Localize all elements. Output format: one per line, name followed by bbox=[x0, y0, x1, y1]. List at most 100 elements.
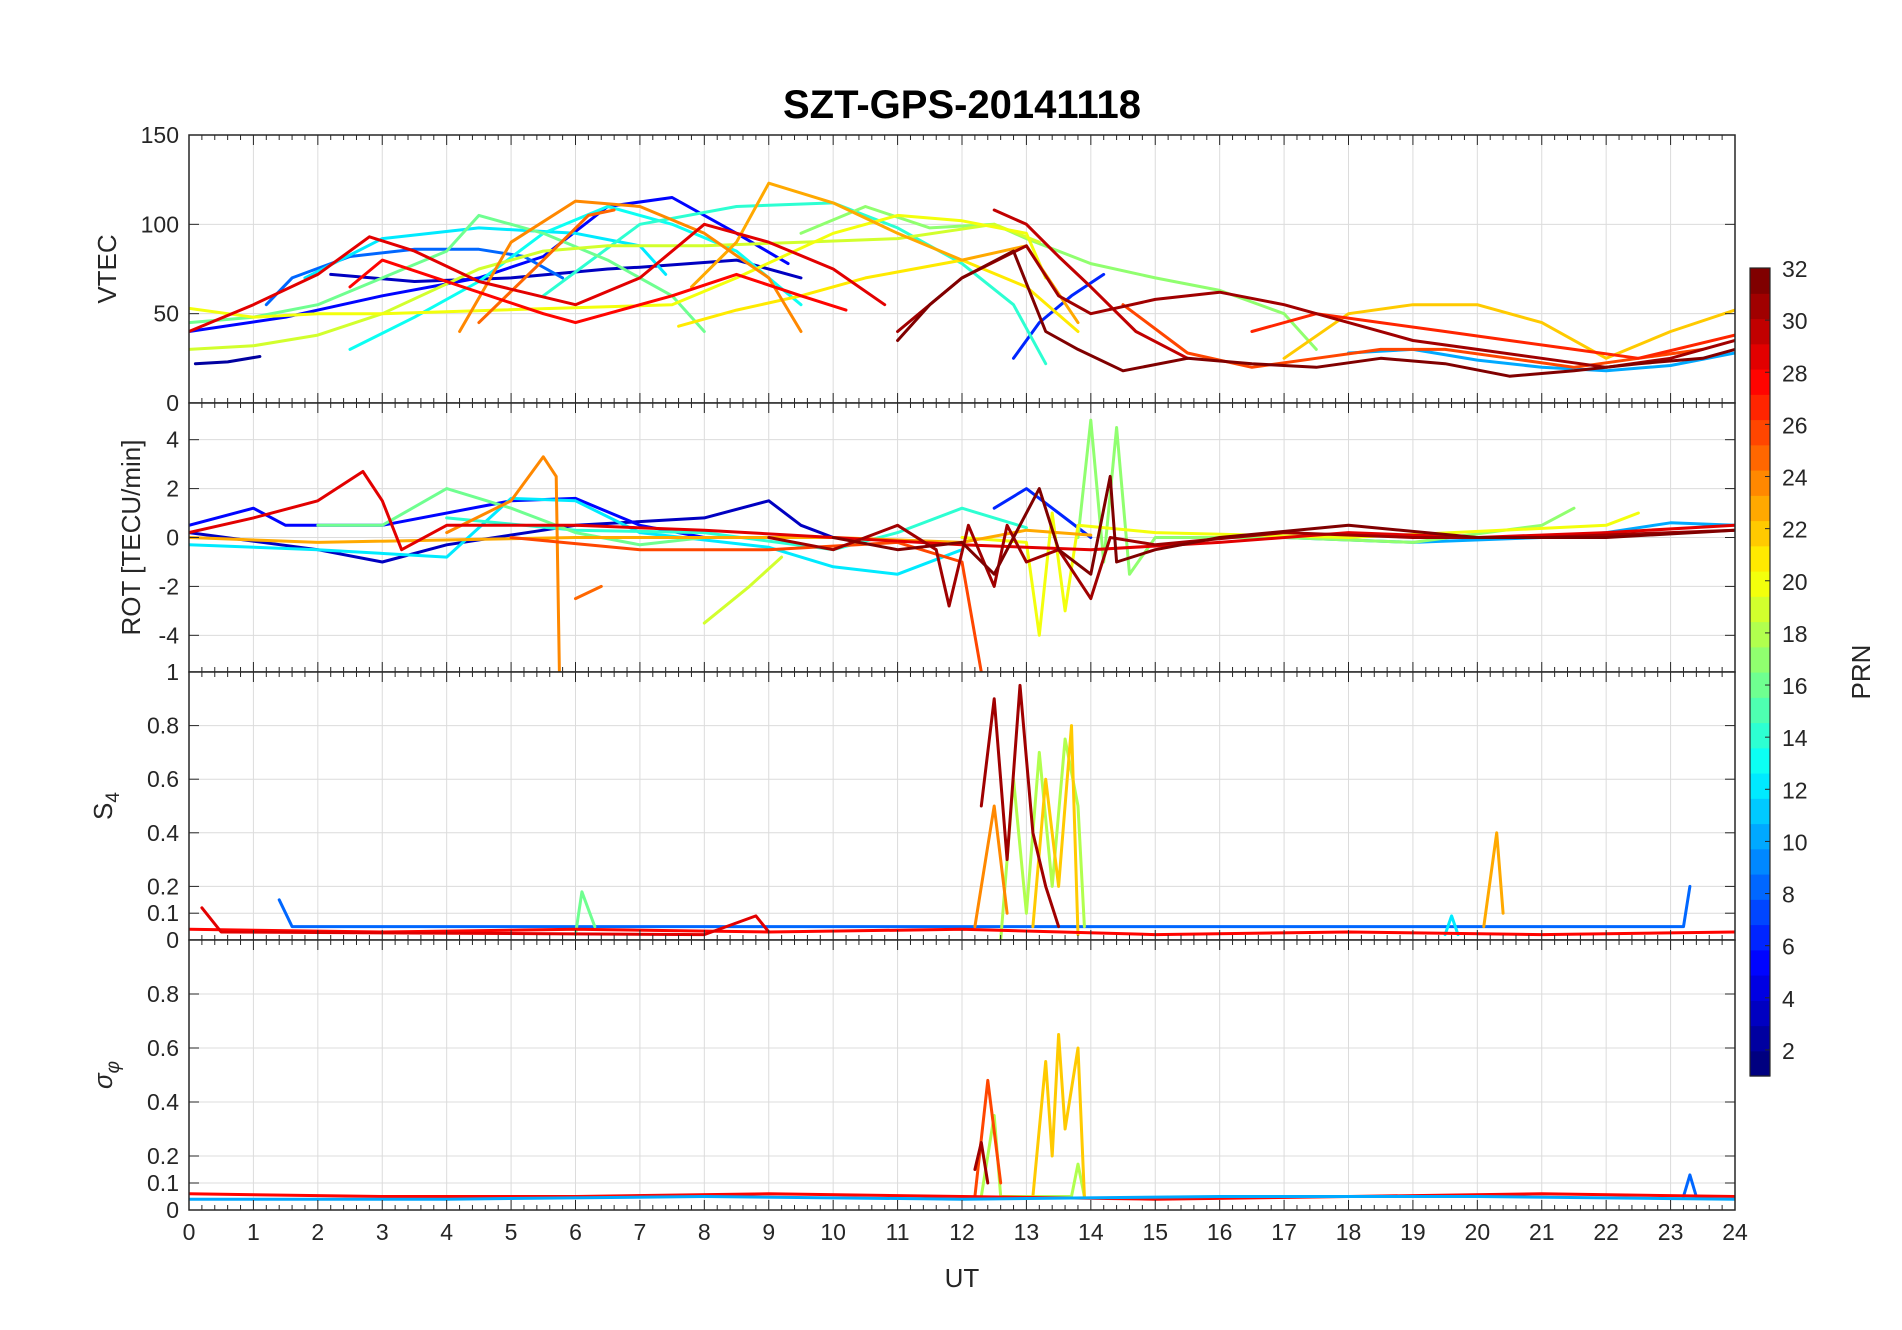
x-tick-label: 1 bbox=[247, 1219, 260, 1245]
y-tick-label: 0.4 bbox=[147, 820, 179, 846]
series-prn-12 bbox=[189, 496, 964, 576]
colorbar-segment bbox=[1750, 419, 1770, 446]
x-tick-label: 20 bbox=[1465, 1219, 1491, 1245]
colorbar-segment bbox=[1750, 495, 1770, 522]
series-group bbox=[189, 181, 1735, 378]
colorbar-segment bbox=[1750, 571, 1770, 597]
y-tick-label: 0.1 bbox=[147, 1170, 179, 1196]
series-prn-2 bbox=[193, 355, 262, 366]
series-prn-5 bbox=[189, 496, 706, 539]
panel-1: 0 50 100 150 VTEC bbox=[92, 122, 1736, 416]
series-prn-23 bbox=[690, 181, 1080, 325]
x-tick-label: 0 bbox=[183, 1219, 196, 1245]
y-tick-label: 0.6 bbox=[147, 766, 179, 792]
colorbar-segment bbox=[1750, 747, 1770, 774]
colorbar-segment bbox=[1750, 268, 1770, 294]
colorbar-segment bbox=[1750, 470, 1770, 496]
series-prn-14 bbox=[541, 201, 1048, 366]
colorbar-tick-label: 18 bbox=[1782, 621, 1808, 647]
x-tick-label: 21 bbox=[1529, 1219, 1555, 1245]
y-tick-label: -4 bbox=[159, 622, 180, 648]
series-prn-24 bbox=[973, 804, 1009, 929]
colorbar-segment bbox=[1750, 1050, 1770, 1077]
colorbar-segment bbox=[1750, 444, 1770, 471]
x-tick-label: 6 bbox=[569, 1219, 582, 1245]
series-prn-19 bbox=[702, 555, 784, 625]
y-axis-label: ROT [TECU/min] bbox=[116, 440, 146, 636]
series-prn-18 bbox=[999, 737, 1086, 940]
y-tick-label: -2 bbox=[159, 573, 179, 599]
series-prn-17 bbox=[1076, 418, 1576, 576]
colorbar-segment bbox=[1750, 293, 1770, 320]
colorbar-label: PRN bbox=[1846, 645, 1876, 700]
y-tick-label: 0 bbox=[166, 390, 179, 416]
panel-2: -4 -2 0 2 4 ROT [TECU/min] bbox=[116, 402, 1736, 673]
ticks bbox=[188, 671, 1736, 941]
series-prn-10 bbox=[189, 1195, 1735, 1201]
colorbar-tick-label: 26 bbox=[1782, 412, 1808, 438]
colorbar-tick-label: 28 bbox=[1782, 360, 1808, 386]
colorbar-segment bbox=[1750, 697, 1770, 724]
colorbar-segment bbox=[1750, 1000, 1770, 1027]
colorbar-segment bbox=[1750, 369, 1770, 395]
colorbar-tick-label: 16 bbox=[1782, 673, 1808, 699]
colorbar-tick-label: 8 bbox=[1782, 882, 1795, 908]
colorbar-segment bbox=[1750, 318, 1770, 345]
series-group bbox=[189, 418, 1735, 672]
colorbar-tick-label: 22 bbox=[1782, 517, 1808, 543]
y-tick-label: 2 bbox=[166, 476, 179, 502]
colorbar-segment bbox=[1750, 722, 1770, 749]
colorbar-segment bbox=[1750, 823, 1770, 850]
y-tick-label: 0.2 bbox=[147, 873, 179, 899]
x-tick-label: 16 bbox=[1207, 1219, 1233, 1245]
y-tick-label: 0 bbox=[166, 927, 179, 953]
x-tick-label: 17 bbox=[1271, 1219, 1297, 1245]
series-prn-22 bbox=[1031, 724, 1080, 937]
series-prn-5 bbox=[189, 196, 790, 333]
x-tick-label: 8 bbox=[698, 1219, 711, 1245]
series-prn-17 bbox=[799, 205, 1318, 351]
colorbar-tick-label: 12 bbox=[1782, 777, 1808, 803]
x-tick-label: 14 bbox=[1078, 1219, 1104, 1245]
colorbar-tick-label: 30 bbox=[1782, 308, 1808, 334]
y-tick-label: 0.1 bbox=[147, 900, 179, 926]
colorbar-segment bbox=[1750, 798, 1770, 825]
y-axis-label: VTEC bbox=[92, 234, 122, 303]
series-prn-31 bbox=[973, 1141, 990, 1185]
x-tick-label: 7 bbox=[634, 1219, 647, 1245]
y-tick-label: 0.8 bbox=[147, 713, 179, 739]
colorbar-tick-label: 4 bbox=[1782, 986, 1795, 1012]
series-prn-30 bbox=[992, 208, 1189, 360]
y-tick-label: 100 bbox=[141, 211, 179, 237]
series-prn-31 bbox=[979, 683, 1061, 929]
x-tick-label: 23 bbox=[1658, 1219, 1684, 1245]
x-tick-label: 10 bbox=[820, 1219, 846, 1245]
series-prn-32 bbox=[896, 249, 1735, 378]
colorbar-segment bbox=[1750, 924, 1770, 951]
colorbar-segment bbox=[1750, 621, 1770, 648]
colorbar-segment bbox=[1750, 899, 1770, 926]
series-group bbox=[189, 1033, 1735, 1201]
x-tick-label: 5 bbox=[505, 1219, 518, 1245]
colorbar-segment bbox=[1750, 545, 1770, 572]
y-tick-label: 0.2 bbox=[147, 1143, 179, 1169]
colorbar-segment bbox=[1750, 1025, 1770, 1052]
colorbar-segment bbox=[1750, 949, 1770, 976]
series-prn-29 bbox=[189, 222, 887, 333]
series-prn-31 bbox=[896, 244, 1735, 369]
series-prn-19 bbox=[189, 222, 1041, 351]
x-tick-label: 2 bbox=[311, 1219, 324, 1245]
ticks bbox=[188, 403, 1736, 672]
series-prn-8 bbox=[277, 884, 1692, 929]
colorbar-tick-label: 10 bbox=[1782, 829, 1808, 855]
y-tick-label: 0 bbox=[166, 1197, 179, 1223]
colorbar-segment bbox=[1750, 596, 1770, 623]
x-tick-label: 22 bbox=[1593, 1219, 1619, 1245]
y-tick-label: 150 bbox=[141, 122, 179, 148]
series-prn-28 bbox=[348, 258, 848, 325]
colorbar-tick-label: 20 bbox=[1782, 569, 1808, 595]
chart-title: SZT-GPS-20141118 bbox=[783, 83, 1141, 127]
